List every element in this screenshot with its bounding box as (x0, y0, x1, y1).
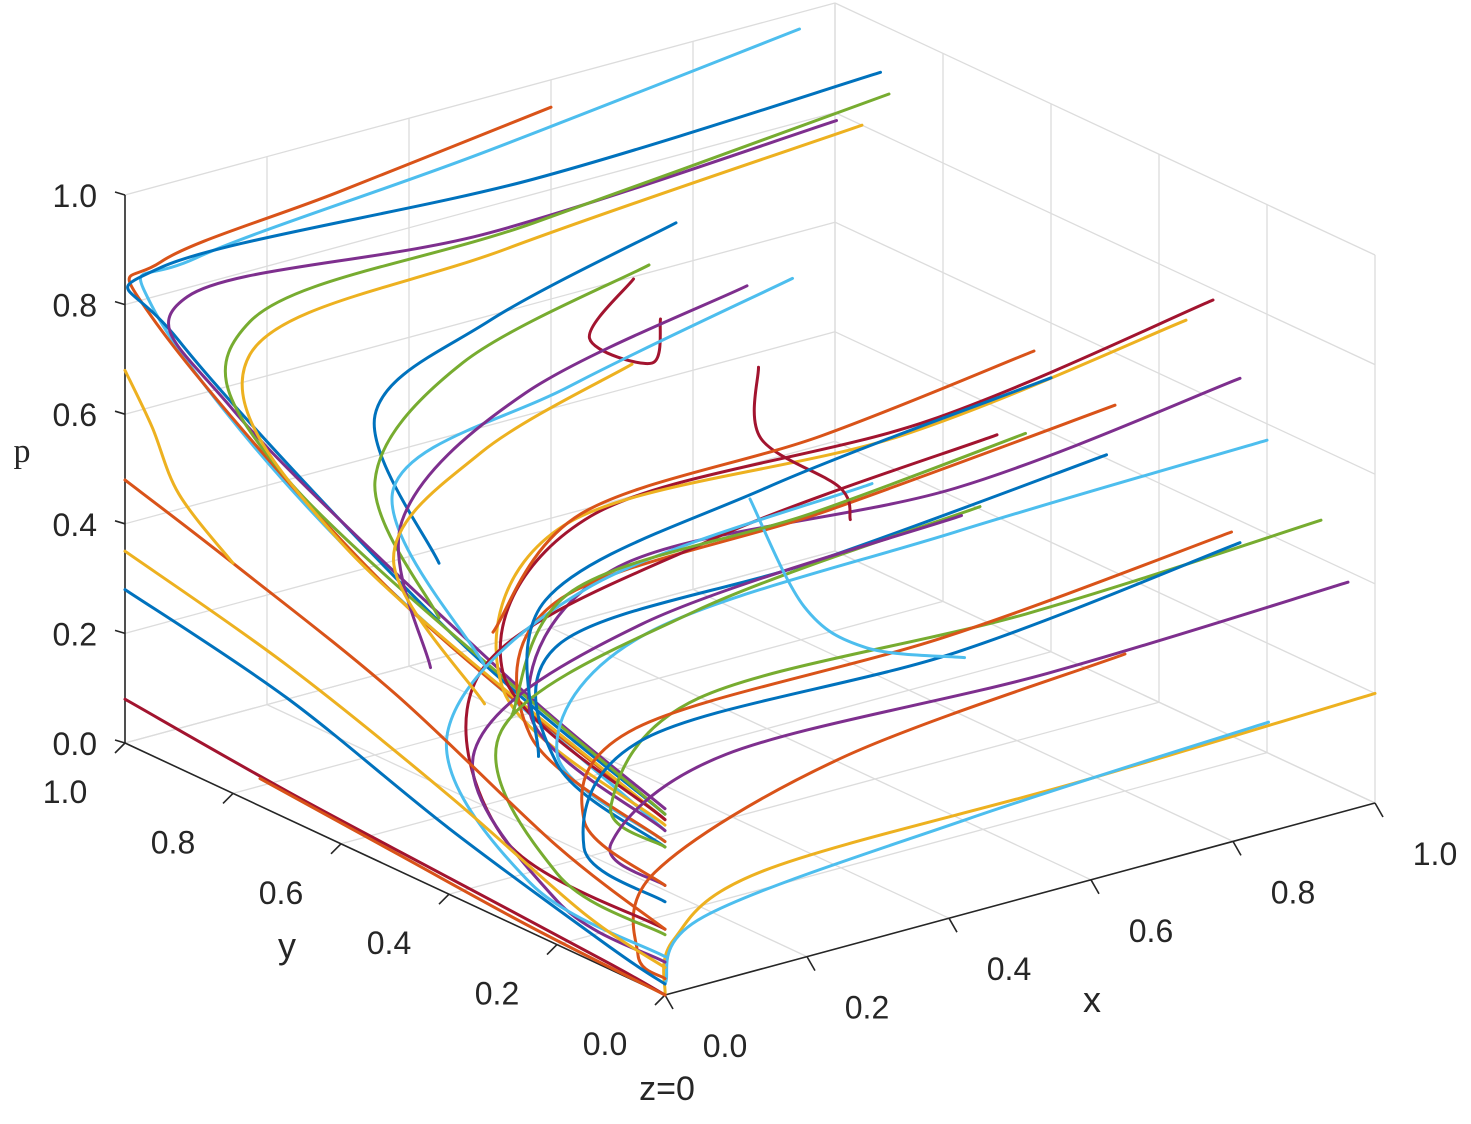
y-axis-line (124, 742, 666, 996)
grid-line (124, 550, 836, 744)
grid-line (266, 704, 808, 958)
trajectory-line (609, 518, 1323, 849)
z-tick-mark (114, 410, 126, 415)
y-tick-mark (114, 742, 126, 754)
y-tick-label: 0.6 (259, 875, 303, 911)
grid-line (550, 627, 1092, 881)
x-tick-mark (1374, 802, 1384, 818)
trajectory-line (748, 497, 966, 660)
grid-line (124, 221, 836, 415)
trajectory-line (240, 123, 864, 822)
trajectory-line (123, 588, 667, 986)
trajectory-line (510, 431, 1027, 718)
z-tick-label: 0.8 (53, 288, 97, 324)
grid-line (448, 701, 1160, 895)
x-tick-mark (1090, 879, 1100, 895)
trajectory-line (555, 438, 1269, 844)
trajectory-line (491, 349, 1036, 634)
z-tick-label: 0.4 (53, 507, 97, 543)
figure-caption: z=0 (639, 1070, 695, 1108)
y-tick-label: 0.2 (475, 976, 519, 1012)
y-tick-label: 0.4 (367, 925, 411, 961)
z-tick-label: 0.0 (53, 726, 97, 762)
y-tick-mark (438, 893, 450, 905)
x-tick-label: 1.0 (1413, 836, 1457, 872)
grid-line (692, 588, 1234, 842)
y-tick-label: 0.8 (151, 824, 195, 860)
x-axis-label: x (1083, 979, 1101, 1020)
x-tick-label: 0.0 (703, 1028, 747, 1064)
x-axis-line (664, 802, 1376, 996)
grid-line (834, 2, 1376, 256)
grid-line (124, 2, 836, 196)
y-tick-mark (654, 994, 666, 1006)
x-tick-label: 0.2 (845, 990, 889, 1026)
trajectory-line (127, 105, 667, 822)
axis-layer: 0.0 0.2 0.4 0.6 0.8 1.0 0.0 0.2 0.4 0.6 0.8 1.0 0.0 0… (43, 178, 1457, 1064)
grid-line (834, 331, 1376, 585)
trajectory-line (663, 720, 1270, 986)
trajectory-line (534, 453, 1108, 849)
series-layer (123, 27, 1377, 997)
z-tick-label: 0.6 (53, 397, 97, 433)
x-tick-label: 0.8 (1271, 874, 1315, 910)
grid-line (124, 111, 836, 306)
trajectory-line (752, 365, 852, 522)
z-tick-label: 0.2 (53, 616, 97, 652)
y-tick-mark (222, 792, 234, 804)
y-tick-label: 0.0 (583, 1026, 627, 1062)
trajectory-line (123, 697, 667, 997)
trajectory-line (123, 368, 235, 565)
grid-line (340, 651, 1052, 845)
grid-line (408, 665, 950, 919)
trajectory-line (587, 277, 662, 366)
x-tick-mark (948, 917, 958, 933)
z-tick-mark (114, 191, 126, 196)
trajectory-line (258, 777, 667, 997)
label-layer: p y x z=0 (14, 433, 1102, 1108)
grid-line (834, 550, 1376, 804)
trajectory-line (372, 221, 678, 565)
trajectory-line (525, 376, 1053, 758)
x-tick-mark (806, 956, 816, 971)
grid-line (834, 112, 1376, 366)
y-tick-mark (330, 843, 342, 855)
trajectory-line (631, 652, 1127, 981)
y-axis-label: y (278, 925, 296, 966)
y-tick-mark (546, 944, 558, 956)
trajectory-line (608, 580, 1350, 887)
trajectory-line (464, 433, 999, 931)
grid-line (834, 440, 1376, 694)
trajectory-line (123, 549, 667, 970)
grid-line (556, 751, 1268, 946)
x-tick-mark (1232, 841, 1242, 856)
trajectory-line (581, 541, 1242, 904)
z-tick-mark (114, 300, 126, 306)
grid-line (232, 600, 944, 795)
trajectory-line (396, 284, 749, 670)
x-tick-label: 0.4 (987, 951, 1031, 987)
y-tick-label: 1.0 (43, 774, 87, 810)
z-tick-mark (114, 739, 126, 744)
trajectory-line (223, 92, 891, 816)
trajectory-line (444, 482, 874, 959)
trajectory-line (391, 362, 634, 706)
trajectory-line (580, 530, 1233, 887)
x-tick-label: 0.6 (1129, 913, 1173, 949)
z-tick-mark (114, 520, 126, 525)
x-tick-mark (664, 994, 674, 1010)
trajectory-line (123, 478, 667, 931)
trajectory-line (126, 70, 882, 816)
trajectory-line (390, 276, 794, 667)
z-tick-mark (114, 629, 126, 635)
z-axis-label: p (14, 433, 31, 470)
trajectory-line (515, 403, 1117, 844)
z-tick-label: 1.0 (53, 178, 97, 214)
trajectory-line (494, 505, 982, 937)
